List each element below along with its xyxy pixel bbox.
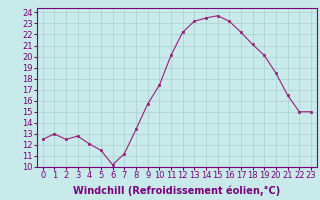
X-axis label: Windchill (Refroidissement éolien,°C): Windchill (Refroidissement éolien,°C) [73, 186, 280, 196]
